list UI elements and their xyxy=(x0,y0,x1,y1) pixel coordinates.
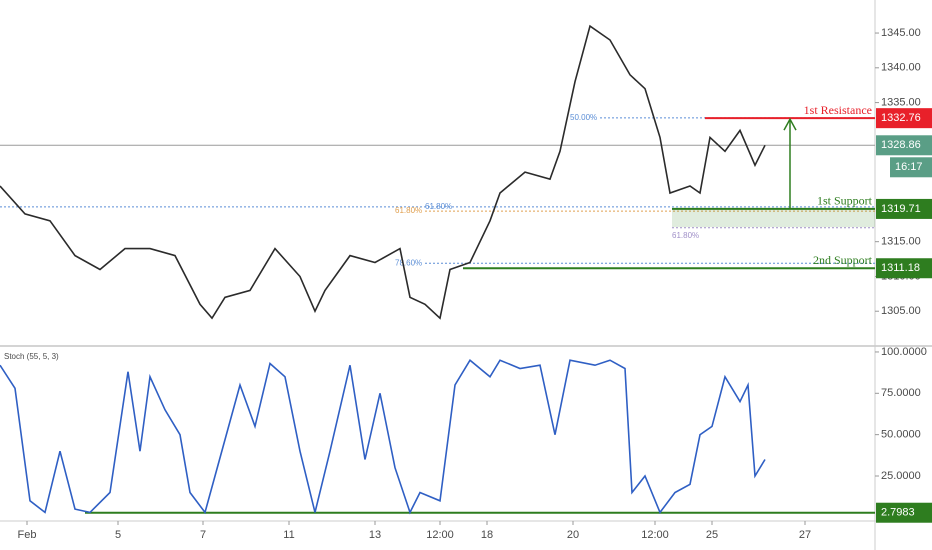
stoch-level-box xyxy=(876,502,932,523)
fib-label: 61.80% xyxy=(672,231,699,240)
series-line xyxy=(0,358,766,515)
level-box xyxy=(876,258,932,279)
fib-label: 50.00% xyxy=(570,113,597,122)
stoch-level-label: 2.7983 xyxy=(881,507,915,519)
x-tick-label: 12:00 xyxy=(641,529,669,541)
x-tick-label: 18 xyxy=(481,529,493,541)
x-tick-label: 11 xyxy=(283,529,294,541)
x-tick-label: 5 xyxy=(115,529,121,541)
indicator-title: Stoch (55, 5, 3) xyxy=(4,352,59,361)
y-tick-label: 1315.00 xyxy=(881,236,921,248)
y-tick-label: 50.0000 xyxy=(881,429,921,441)
fib-label: 61.80% xyxy=(395,206,422,215)
level-value: 1332.76 xyxy=(881,112,921,124)
last-price-label: 1328.86 xyxy=(881,139,921,151)
level-name: 2nd Support xyxy=(813,253,873,267)
level-name: 1st Support xyxy=(817,194,873,208)
y-tick-label: 1340.00 xyxy=(881,62,921,74)
level-box xyxy=(876,108,932,129)
series-line xyxy=(0,24,766,320)
last-price-box xyxy=(876,135,932,156)
x-tick-label: 7 xyxy=(200,529,206,541)
x-tick-label: 20 xyxy=(567,529,579,541)
countdown-box xyxy=(890,157,932,178)
x-tick-label: 12:00 xyxy=(426,529,454,541)
y-tick-label: 1335.00 xyxy=(881,96,921,108)
support-zone xyxy=(672,208,875,228)
y-tick-label: 1305.00 xyxy=(881,305,921,317)
level-value: 1319.71 xyxy=(881,203,921,215)
y-tick-label: 100.0000 xyxy=(881,346,927,358)
x-tick-label: 13 xyxy=(369,529,381,541)
x-tick-label: Feb xyxy=(18,529,37,541)
y-tick-label: 1345.00 xyxy=(881,27,921,39)
y-tick-label: 75.0000 xyxy=(881,387,921,399)
level-box xyxy=(876,198,932,219)
fib-label: 61.80% xyxy=(425,202,452,211)
countdown: 16:17 xyxy=(895,161,923,173)
level-name: 1st Resistance xyxy=(804,103,872,117)
arrow-head xyxy=(783,117,797,131)
fib-label: 78.60% xyxy=(395,258,422,267)
x-tick-label: 27 xyxy=(799,529,811,541)
y-tick-label: 25.0000 xyxy=(881,470,921,482)
level-value: 1311.18 xyxy=(881,262,920,274)
x-tick-label: 25 xyxy=(706,529,718,541)
